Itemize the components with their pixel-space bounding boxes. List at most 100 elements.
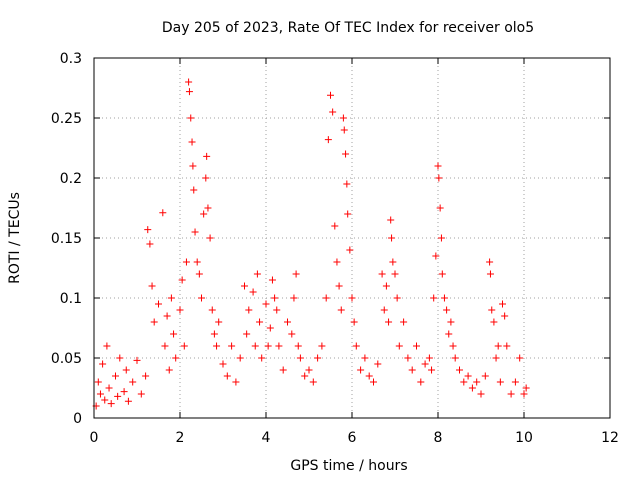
data-point — [202, 174, 210, 182]
data-point — [324, 136, 332, 144]
data-point — [342, 150, 350, 158]
data-point — [428, 366, 436, 374]
data-point — [374, 360, 382, 368]
data-point — [507, 390, 515, 398]
data-point — [256, 318, 264, 326]
data-point — [245, 306, 253, 314]
data-point — [155, 300, 162, 308]
data-point — [195, 270, 203, 278]
data-point — [159, 209, 167, 217]
data-point — [447, 318, 455, 326]
data-point — [258, 354, 266, 362]
data-point — [190, 186, 198, 194]
data-point — [114, 392, 122, 400]
data-point — [268, 276, 276, 284]
data-point — [430, 294, 438, 302]
data-points — [92, 78, 530, 410]
y-tick-label: 0.1 — [60, 291, 82, 307]
y-tick-label: 0.05 — [51, 351, 82, 367]
data-point — [309, 378, 317, 386]
data-point — [161, 342, 169, 350]
data-point — [105, 384, 113, 392]
y-tick-label: 0 — [73, 411, 82, 427]
data-point — [191, 228, 199, 236]
data-point — [294, 342, 302, 350]
data-point — [340, 126, 348, 134]
data-point — [393, 294, 401, 302]
data-point — [129, 378, 137, 386]
data-point — [436, 204, 444, 212]
data-point — [163, 312, 171, 320]
data-point — [144, 226, 152, 234]
data-point — [522, 384, 530, 392]
data-point — [290, 294, 298, 302]
data-point — [96, 390, 104, 398]
data-point — [451, 354, 459, 362]
data-point — [301, 372, 309, 380]
data-point — [440, 294, 448, 302]
data-point — [206, 234, 214, 242]
x-tick-label: 12 — [601, 430, 619, 446]
data-point — [318, 342, 326, 350]
data-point — [251, 342, 259, 350]
data-point — [243, 330, 251, 338]
data-point — [400, 318, 408, 326]
data-point — [107, 400, 115, 408]
data-point — [241, 282, 248, 290]
data-point — [322, 294, 330, 302]
data-point — [146, 240, 154, 248]
data-point — [348, 294, 356, 302]
data-point — [208, 306, 216, 314]
data-point — [511, 378, 519, 386]
data-point — [172, 354, 180, 362]
data-point — [490, 318, 498, 326]
data-point — [329, 108, 337, 116]
data-point — [200, 210, 208, 218]
data-point — [435, 174, 443, 182]
data-point — [449, 342, 457, 350]
data-point — [273, 306, 281, 314]
data-point — [481, 372, 489, 380]
data-point — [333, 258, 341, 266]
x-axis-label: GPS time / hours — [290, 458, 407, 474]
y-tick-label: 0.2 — [60, 171, 82, 187]
data-point — [133, 356, 141, 364]
data-point — [350, 318, 358, 326]
data-point — [468, 384, 476, 392]
data-point — [116, 354, 124, 362]
x-tick-label: 8 — [434, 430, 443, 446]
y-axis-label: ROTI / TECUs — [7, 192, 23, 284]
data-point — [357, 366, 365, 374]
data-point — [417, 378, 425, 386]
data-point — [305, 366, 313, 374]
data-point — [187, 114, 195, 122]
data-point — [516, 354, 524, 362]
data-point — [434, 162, 442, 170]
data-point — [228, 342, 236, 350]
data-point — [389, 258, 397, 266]
data-point — [210, 330, 218, 338]
data-point — [271, 294, 279, 302]
data-point — [94, 378, 102, 386]
data-point — [150, 318, 158, 326]
chart-title: Day 205 of 2023, Rate Of TEC Index for r… — [162, 20, 534, 36]
data-point — [142, 372, 150, 380]
axes: 0 2 4 6 8 10 12 0 0.05 0.1 0.15 0.2 0.25 0.3 — [51, 51, 619, 446]
data-point — [101, 396, 109, 404]
data-point — [346, 246, 354, 254]
data-point — [388, 234, 396, 242]
data-point — [365, 372, 373, 380]
data-point — [501, 312, 509, 320]
data-point — [477, 390, 485, 398]
data-point — [249, 288, 257, 296]
data-point — [494, 342, 502, 350]
data-point — [432, 252, 440, 260]
data-point — [275, 342, 283, 350]
data-point — [185, 88, 193, 96]
data-point — [232, 378, 240, 386]
x-tick-label: 2 — [176, 430, 185, 446]
data-point — [193, 258, 201, 266]
data-point — [264, 342, 272, 350]
y-tick-label: 0.15 — [51, 231, 82, 247]
data-point — [464, 372, 472, 380]
